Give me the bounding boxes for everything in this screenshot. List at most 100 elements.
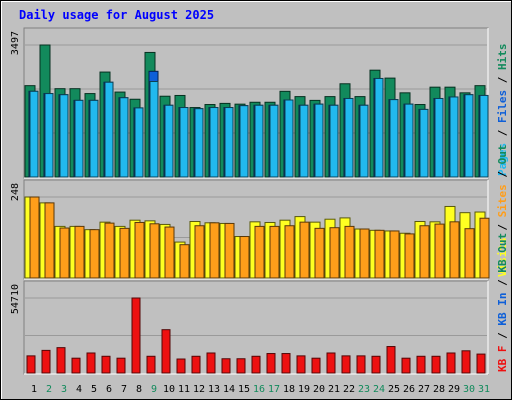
panel-3: 54710 KB F / KB In / KB Out	[10, 233, 509, 375]
bar-sites-day-23	[359, 228, 370, 279]
axis-max-label: 3497	[10, 31, 21, 55]
bar-sites-day-22	[344, 225, 355, 279]
day-label-30: 30	[463, 384, 475, 395]
bar-pages-day-11	[179, 107, 189, 178]
legend-entry: /	[496, 123, 509, 143]
bar-sites-day-11	[179, 244, 190, 279]
bar-sites-day-4	[74, 225, 85, 279]
day-label-10: 10	[163, 384, 175, 395]
bar-pages-day-25	[389, 99, 399, 178]
bar-pages-day-7	[119, 97, 129, 178]
bar-sites-day-26	[404, 233, 415, 279]
panel-2: 248 Visits / Sites / Out	[10, 145, 509, 280]
bar-pages-day-12	[194, 108, 204, 178]
bar-pages-day-2	[44, 93, 54, 178]
day-label-8: 8	[136, 384, 142, 395]
bar-sites-day-31	[479, 217, 490, 279]
bar-sites-day-25	[389, 230, 400, 279]
bar-kb-f-day-19	[296, 355, 306, 374]
bar-kb-f-day-7	[116, 357, 126, 374]
bar-pages-day-19	[299, 104, 309, 178]
day-labels: 1 2 3 4 5 6 7 8 9 10 11 12 13 14 15 16 17 18 19 20 21 22 23 24 2…	[31, 384, 490, 395]
legend-entry: Pages	[496, 143, 509, 176]
panel-1: 3497 Pages / Files / Hits	[10, 27, 509, 179]
bar-kb-f-day-31	[476, 353, 486, 374]
bar-kb-f-day-11	[176, 358, 186, 374]
bar-sites-day-21	[329, 227, 340, 279]
bar-sites-day-12	[194, 225, 205, 279]
bar-pages-day-6	[104, 81, 114, 178]
day-label-26: 26	[403, 384, 415, 395]
axis-max-label: 248	[10, 183, 21, 201]
bar-pages-day-26	[404, 103, 414, 178]
day-label-6: 6	[106, 384, 112, 395]
bar-pages-day-15	[239, 105, 249, 178]
legend-entry: /	[496, 217, 509, 237]
day-label-9: 9	[151, 384, 157, 395]
legend-entry: /	[496, 326, 509, 346]
bar-sites-day-30	[464, 228, 475, 279]
bar-pages-day-17	[269, 104, 279, 178]
bar-kb-f-day-15	[236, 358, 246, 374]
legend-entry: Hits	[496, 44, 509, 71]
bar-kb-f-day-28	[431, 355, 441, 374]
day-label-24: 24	[373, 384, 385, 395]
bar-kb-f-day-12	[191, 355, 201, 374]
bar-kb-f-day-3	[56, 347, 66, 374]
day-label-18: 18	[283, 384, 295, 395]
chart-panels: 3497 Pages / Files / Hits 248 Visits / Site…	[10, 27, 509, 375]
bar-kb-f-day-22	[341, 355, 351, 374]
legend-entry: /	[496, 273, 509, 293]
day-label-15: 15	[238, 384, 250, 395]
bar-sites-day-10	[164, 226, 175, 279]
bar-sites-day-28	[434, 223, 445, 279]
bar-pages-day-22	[344, 97, 354, 178]
bar-pages-day-5	[89, 99, 99, 178]
day-label-27: 27	[418, 384, 430, 395]
frame-highlight-top	[1, 1, 511, 2]
chart-title: Daily usage for August 2025	[19, 8, 214, 22]
bar-sites-day-9	[149, 223, 160, 279]
bar-pages-day-27	[419, 108, 429, 178]
legend-entry: Sites	[496, 184, 509, 217]
bar-kb-f-day-13	[206, 352, 216, 374]
bar-pages-day-23	[359, 104, 369, 178]
bar-pages-day-14	[224, 107, 234, 178]
bar-kb-f-day-16	[251, 355, 261, 374]
bar-sites-day-8	[134, 221, 145, 279]
bar-pages-day-4	[74, 99, 84, 178]
bar-sites-day-14	[224, 222, 235, 279]
day-label-25: 25	[388, 384, 400, 395]
day-label-20: 20	[313, 384, 325, 395]
day-label-21: 21	[328, 384, 340, 395]
bar-sites-day-3	[59, 227, 70, 279]
legend-entry: KB In	[496, 293, 509, 326]
day-label-14: 14	[223, 384, 235, 395]
bar-pages-day-9	[149, 81, 159, 178]
day-label-23: 23	[358, 384, 370, 395]
series-kb-f	[26, 297, 486, 374]
bar-pages-day-20	[314, 103, 324, 178]
legend: KB F / KB In / KB Out	[496, 233, 509, 372]
bar-sites-day-27	[419, 225, 430, 279]
bar-kb-f-day-17	[266, 353, 276, 374]
legend-entry: /	[496, 164, 509, 184]
bar-pages-day-31	[479, 94, 489, 178]
bar-sites-day-17	[269, 225, 280, 279]
legend-entry: /	[496, 70, 509, 90]
day-label-13: 13	[208, 384, 220, 395]
bar-pages-day-16	[254, 104, 264, 178]
bar-sites-day-13	[209, 222, 220, 279]
bar-kb-f-day-1	[26, 355, 36, 374]
day-label-17: 17	[268, 384, 280, 395]
day-label-19: 19	[298, 384, 310, 395]
bar-kb-f-day-14	[221, 358, 231, 374]
bar-sites-day-24	[374, 229, 385, 279]
day-label-4: 4	[76, 384, 82, 395]
bar-kb-f-day-8	[131, 297, 141, 374]
day-label-2: 2	[46, 384, 52, 395]
bar-kb-f-day-26	[401, 357, 411, 374]
bar-sites-day-7	[119, 227, 130, 279]
bar-sites-day-19	[299, 221, 310, 279]
